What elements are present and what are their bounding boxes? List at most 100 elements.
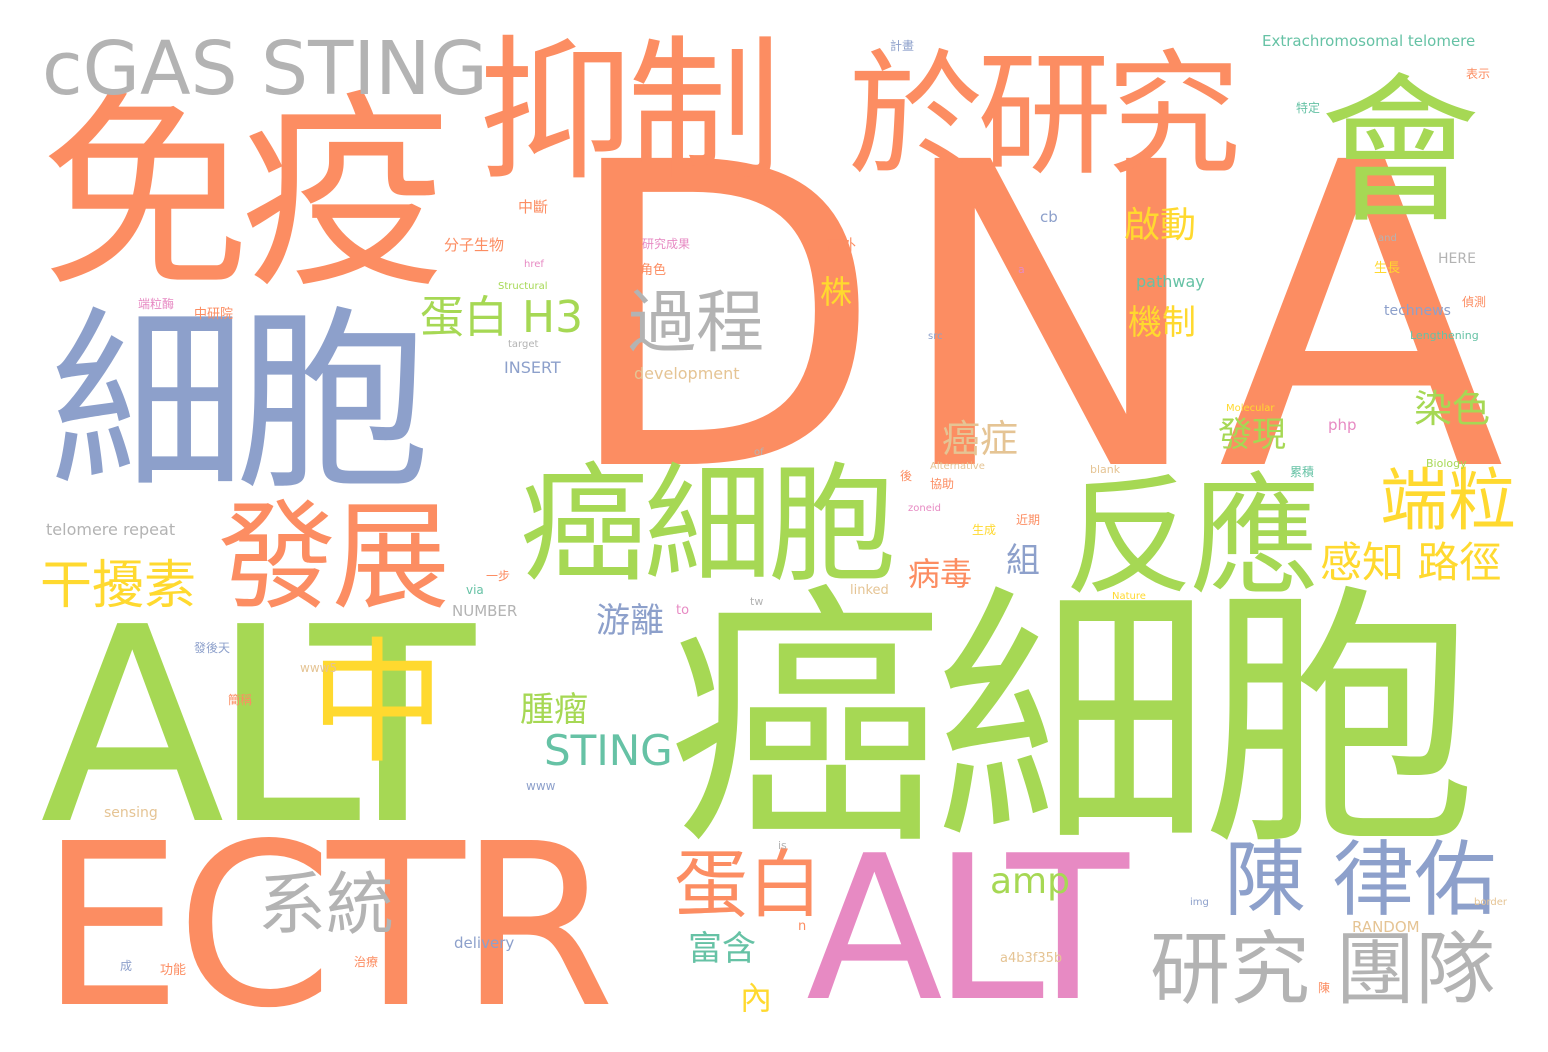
word-and: and xyxy=(1378,233,1397,244)
word-www5: www5 xyxy=(300,661,338,675)
word-www: www xyxy=(526,779,556,793)
word-interferon: 干擾素 xyxy=(40,556,197,616)
word-to: to xyxy=(676,603,690,618)
word-alternative: Alternative xyxy=(930,461,985,472)
word-sensing: sensing xyxy=(104,805,158,821)
word-mechanism: 機制 xyxy=(1128,303,1196,343)
word-insert: INSERT xyxy=(504,358,561,377)
word-recent: 近期 xyxy=(1016,513,1041,527)
word-group: 組 xyxy=(1006,541,1040,581)
word-sensing-pathway: 感知 路徑 xyxy=(1320,538,1502,587)
word-random: RANDOM xyxy=(1352,918,1420,936)
word-rich: 富含 xyxy=(688,929,756,969)
word-technews: technews xyxy=(1384,303,1451,319)
word-hash: a4b3f35b xyxy=(1000,951,1063,966)
word-in-research: 於研究 xyxy=(848,37,1241,194)
word-accumulate: 累積 xyxy=(1290,465,1315,479)
word-molecular: Molecular xyxy=(1226,403,1275,414)
word-dna: DNA xyxy=(560,75,1515,564)
word-molecular-bio-zh: 分子生物 xyxy=(444,236,505,254)
word-system: 系統 xyxy=(258,866,395,945)
word-alt-green: ALT xyxy=(40,569,475,884)
word-plan: 計畫 xyxy=(890,39,915,53)
word-tw: tw xyxy=(750,595,764,608)
word-research-results: 研究成果 xyxy=(642,237,691,251)
word-function: 功能 xyxy=(160,963,187,978)
word-reaction: 反應 xyxy=(1064,461,1320,613)
word-delivery: delivery xyxy=(454,934,515,952)
word-development-zh: 發展 xyxy=(218,488,450,626)
word-abbrev: 簡稱 xyxy=(228,693,253,707)
word-n: n xyxy=(798,919,807,934)
word-growth: 生長 xyxy=(1374,261,1401,276)
word-cb: cb xyxy=(1040,208,1058,226)
word-blank: blank xyxy=(1090,463,1121,476)
word-acquired: 發後天 xyxy=(194,641,231,655)
word-amp: amp xyxy=(990,861,1070,902)
word-activate: 啟動 xyxy=(1124,205,1197,246)
word-inside: 內 xyxy=(740,979,773,1017)
word-target: target xyxy=(508,339,539,350)
word-tumor: 腫瘤 xyxy=(520,690,588,730)
word-protein-h3: 蛋白 H3 xyxy=(420,292,584,343)
word-discover: 發現 xyxy=(1218,415,1286,455)
word-inhibit: 抑制 xyxy=(478,21,782,202)
word-cheng: 成 xyxy=(120,959,133,973)
word-img: img xyxy=(1190,897,1209,908)
word-linked: linked xyxy=(850,583,889,598)
word-here: HERE xyxy=(1438,251,1476,267)
word-strain: 株 xyxy=(820,273,853,311)
word-outside: 在外 xyxy=(826,236,857,254)
word-src: src xyxy=(928,331,943,342)
word-structural: Structural xyxy=(498,281,548,292)
word-via: via xyxy=(466,583,484,597)
word-ectr: ECTR xyxy=(40,796,615,1052)
word-sting: STING xyxy=(544,726,673,775)
word-academia: 中研院 xyxy=(194,307,234,322)
word-specific: 特定 xyxy=(1296,101,1321,115)
word-indicate: 表示 xyxy=(1466,67,1491,81)
word-protein: 蛋白 xyxy=(674,842,822,928)
word-interrupt: 中斷 xyxy=(518,198,549,216)
word-pathway: pathway xyxy=(1136,272,1205,291)
word-extrachromosomal-telomere: Extrachromosomal telomere xyxy=(1262,32,1476,50)
word-stain: 染色 xyxy=(1414,387,1491,431)
word-cancer-cell-large: 癌細胞 xyxy=(668,562,1477,882)
word-telomere-repeat: telomere repeat xyxy=(46,520,176,539)
word-role: 角色 xyxy=(640,263,667,278)
word-cgas-sting: cGAS STING xyxy=(42,26,488,112)
word-biology: Biology xyxy=(1426,457,1467,470)
word-free: 游離 xyxy=(596,601,664,641)
word-detect: 偵測 xyxy=(1462,295,1487,309)
word-php: php xyxy=(1328,416,1357,434)
word-research-team: 研究 團隊 xyxy=(1150,923,1496,1016)
word-treatment: 治療 xyxy=(354,955,379,969)
word-middle: 中 xyxy=(310,625,445,782)
word-chen-small: 陳 xyxy=(1318,981,1331,995)
word-a: a xyxy=(1018,263,1025,276)
word-will: 會 xyxy=(1320,58,1481,245)
word-generate: 生成 xyxy=(972,523,997,537)
word-cancer-cell-mid: 癌細胞 xyxy=(520,451,896,600)
word-immune: 免疫 xyxy=(40,72,450,317)
word-nature: Nature xyxy=(1112,591,1146,602)
word-zoneid: zoneid xyxy=(908,503,941,514)
word-alt-pink: ALT xyxy=(806,813,1129,1046)
word-of: of xyxy=(754,447,764,458)
word-cell: 細胞 xyxy=(50,289,430,516)
word-telomerase: 端粒酶 xyxy=(138,297,175,311)
word-lengthening: Lengthening xyxy=(1410,329,1479,342)
word-assist: 協助 xyxy=(930,477,955,491)
word-href: href xyxy=(524,259,544,270)
word-is: is xyxy=(778,839,787,852)
word-telomere-zh: 端粒 xyxy=(1380,462,1517,541)
word-process: 過程 xyxy=(628,284,765,363)
word-development: development xyxy=(634,364,740,383)
word-after: 後 xyxy=(900,469,913,483)
word-border: border xyxy=(1474,897,1508,908)
word-chen-lu-you: 陳 律佑 xyxy=(1224,833,1497,928)
word-virus: 病毒 xyxy=(908,555,973,593)
word-cancer-disease: 癌症 xyxy=(942,417,1019,461)
word-number: NUMBER xyxy=(452,602,518,620)
